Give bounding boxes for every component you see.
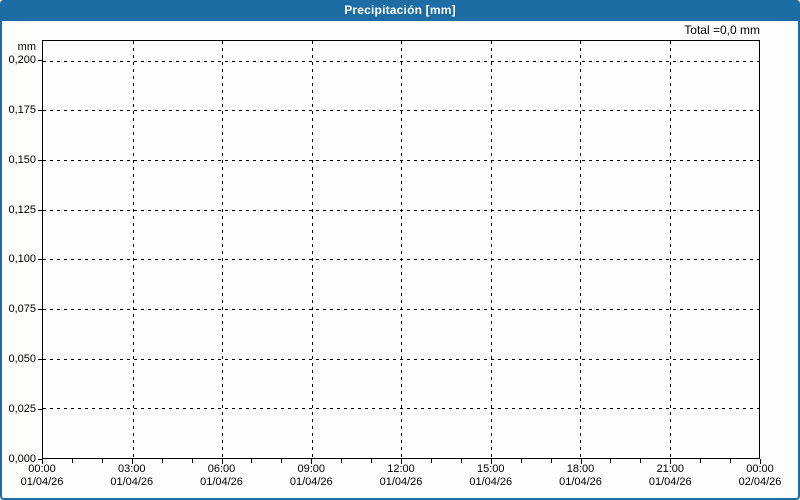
x-axis-tick	[730, 459, 732, 463]
x-axis-tick	[520, 459, 522, 463]
x-axis-tick	[42, 459, 43, 464]
y-axis-tick	[38, 209, 42, 211]
x-axis-tick	[430, 459, 432, 463]
x-grid-line	[222, 41, 223, 458]
x-grid-line	[669, 41, 671, 458]
y-axis-tick-label: 0,075	[8, 303, 36, 316]
plot-area	[42, 40, 760, 459]
x-axis-tick	[640, 459, 642, 463]
y-axis-tick	[38, 359, 42, 361]
x-tick-time: 12:00	[387, 463, 415, 475]
x-axis-tick	[311, 459, 313, 464]
x-axis-tick	[191, 459, 193, 463]
x-axis-tick	[251, 459, 253, 463]
y-axis-unit-label: mm	[17, 41, 36, 53]
y-axis-tick-label: 0,175	[8, 103, 36, 116]
x-axis-tick-label: 03:00 01/04/26	[87, 463, 177, 489]
x-axis-tick	[460, 459, 462, 463]
x-axis-tick-label: 00:00 01/04/26	[0, 463, 87, 489]
x-tick-date: 01/04/26	[559, 476, 602, 488]
x-axis-tick	[760, 459, 761, 464]
x-axis-tick-label: 06:00 01/04/26	[177, 463, 267, 489]
x-axis-tick-label: 09:00 01/04/26	[266, 463, 356, 489]
x-tick-date: 02/04/26	[738, 476, 782, 488]
x-grid-line	[580, 41, 581, 458]
x-axis-tick	[401, 459, 402, 464]
y-axis-tick-label: 0,050	[8, 353, 36, 366]
y-axis-tick-label: 0,025	[8, 403, 36, 416]
x-axis-tick-label: 00:00 02/04/26	[715, 463, 800, 489]
x-tick-date: 01/04/26	[200, 476, 243, 488]
x-tick-date: 01/04/26	[469, 476, 513, 488]
x-axis-tick	[161, 459, 163, 463]
x-tick-time: 00:00	[746, 463, 774, 475]
y-axis-tick	[38, 59, 42, 61]
x-grid-line	[490, 41, 492, 458]
x-axis-tick	[610, 459, 612, 463]
x-tick-time: 21:00	[656, 463, 685, 475]
x-tick-date: 01/04/26	[289, 476, 333, 488]
x-axis-tick	[670, 459, 672, 464]
x-grid-line	[401, 41, 402, 458]
y-axis-tick-label: 0,000	[8, 453, 36, 465]
x-axis-tick	[490, 459, 492, 464]
x-tick-time: 06:00	[207, 463, 236, 475]
y-axis-tick-label: 0,150	[8, 153, 36, 166]
x-axis-tick	[131, 459, 133, 464]
y-axis-tick	[38, 459, 42, 460]
x-axis-tick	[700, 459, 702, 463]
x-tick-time: 09:00	[297, 463, 326, 475]
x-tick-date: 01/04/26	[20, 476, 64, 488]
total-value-label: Total =0,0 mm	[684, 23, 760, 37]
x-axis-tick	[550, 459, 552, 463]
window-title-bar: Precipitación [mm]	[0, 0, 800, 21]
x-tick-date: 01/04/26	[110, 476, 154, 488]
chart-title: Precipitación [mm]	[344, 3, 456, 17]
x-axis-tick	[71, 459, 73, 463]
y-axis-tick-label: 0,100	[8, 253, 36, 266]
x-axis-tick	[281, 459, 283, 463]
x-axis-tick	[341, 459, 343, 463]
x-axis-tick	[221, 459, 223, 464]
x-axis-tick-label: 21:00 01/04/26	[625, 463, 715, 489]
x-axis-tick-label: 12:00 01/04/26	[356, 463, 446, 489]
y-axis-tick	[38, 109, 42, 111]
y-axis-tick-label: 0,200	[8, 53, 36, 66]
x-tick-date: 01/04/26	[379, 476, 423, 488]
y-axis-tick	[38, 409, 42, 411]
x-axis-tick	[580, 459, 582, 464]
y-axis-tick	[38, 259, 42, 261]
x-grid-line	[132, 41, 134, 458]
x-axis-tick-label: 18:00 01/04/26	[536, 463, 626, 489]
x-axis-tick-label: 15:00 01/04/26	[446, 463, 536, 489]
x-axis-tick	[101, 459, 103, 463]
y-axis-tick	[38, 159, 42, 161]
x-grid-line	[311, 41, 313, 458]
y-axis-tick	[38, 309, 42, 311]
x-axis-tick	[371, 459, 373, 463]
y-axis-tick-label: 0,125	[8, 203, 36, 216]
x-tick-date: 01/04/26	[648, 476, 692, 488]
x-tick-time: 18:00	[566, 463, 595, 475]
x-tick-time: 15:00	[476, 463, 505, 475]
x-tick-time: 03:00	[117, 463, 146, 475]
x-tick-time: 00:00	[28, 463, 56, 475]
